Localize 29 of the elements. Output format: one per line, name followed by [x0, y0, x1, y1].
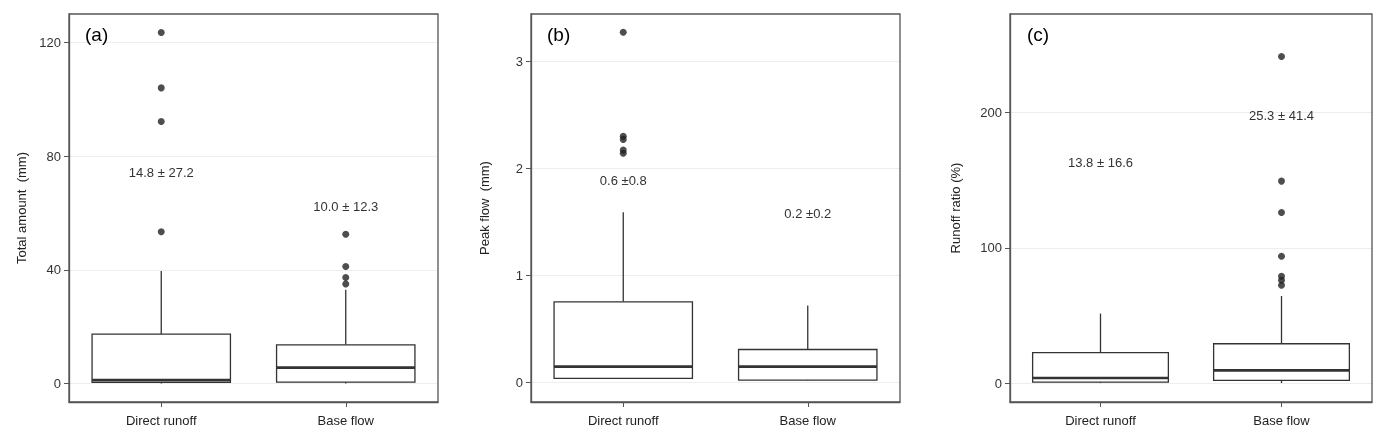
- y-axis-title: Peak flow (mm): [477, 161, 492, 255]
- x-tick-label: Base flow: [317, 413, 375, 428]
- y-tick-label: 0: [515, 375, 523, 391]
- x-tick-label: Direct runoff: [125, 413, 197, 428]
- text: (c): [1027, 24, 1050, 45]
- x-tick-label: Direct runoff: [1065, 413, 1137, 428]
- y-tick-label: 40: [46, 262, 61, 278]
- annotation: 0.6 ±0.8: [599, 172, 647, 188]
- annotation: 14.8 ± 27.2: [128, 164, 194, 180]
- y-tick-label: 120: [39, 34, 61, 50]
- y-tick-label: 0: [53, 376, 61, 392]
- x-tick-label: Base flow: [779, 413, 837, 428]
- y-tick-label: 1: [515, 268, 523, 284]
- text: (a): [85, 24, 109, 45]
- annotation: 10.0 ± 12.3: [313, 198, 379, 214]
- y-tick-label: 2: [515, 160, 523, 176]
- y-tick-label: 200: [980, 105, 1002, 121]
- y-tick-label: 0: [994, 375, 1002, 391]
- x-tick-label: Direct runoff: [587, 413, 659, 428]
- annotation: 0.2 ±0.2: [784, 205, 832, 221]
- y-tick-label: 100: [980, 240, 1002, 256]
- y-axis-title: Total amount (mm): [14, 152, 30, 264]
- y-tick-label: 3: [515, 53, 523, 69]
- annotation: 13.8 ± 16.6: [1068, 154, 1133, 170]
- annotation: 25.3 ± 41.4: [1249, 107, 1314, 123]
- x-tick-label: Base flow: [1253, 413, 1311, 428]
- y-axis-title: Runoff ratio (%): [948, 162, 963, 254]
- text: (b): [547, 24, 571, 45]
- y-tick-label: 80: [46, 148, 61, 164]
